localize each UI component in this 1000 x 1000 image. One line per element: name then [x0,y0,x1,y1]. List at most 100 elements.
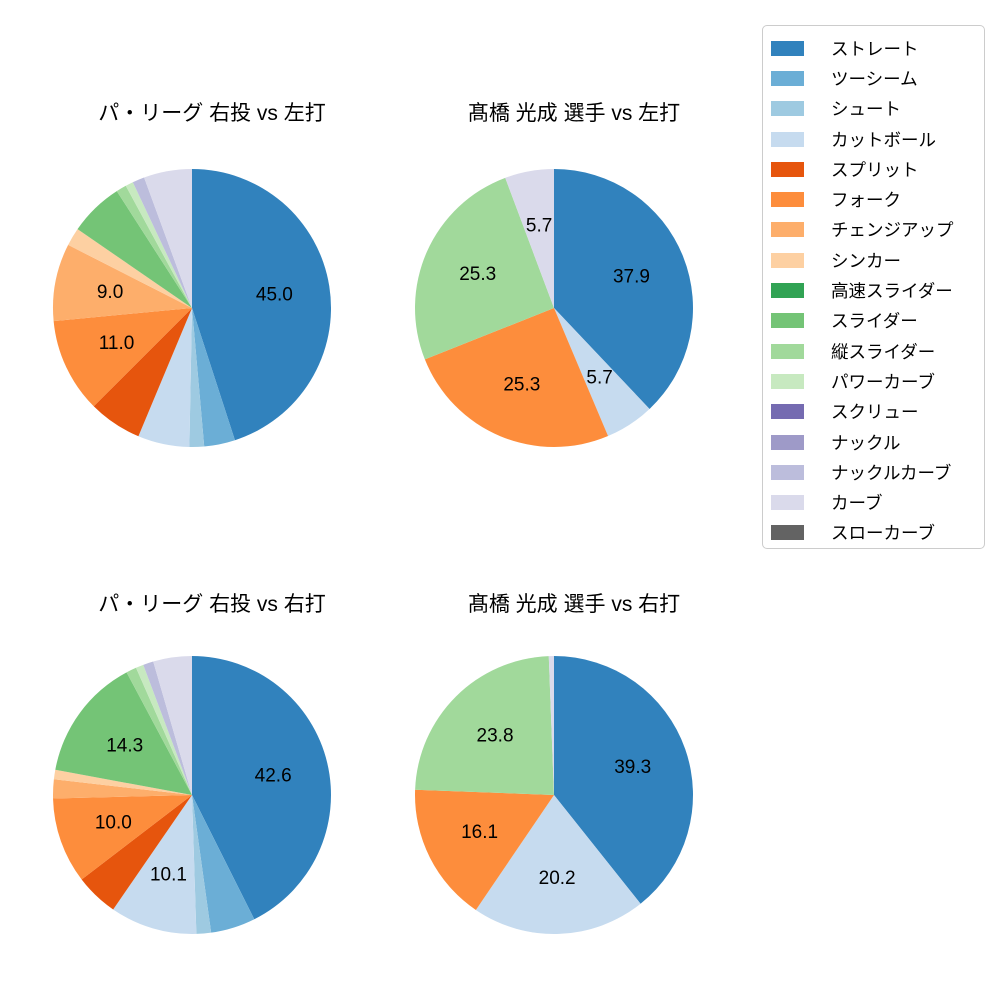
legend-swatch-icon [771,373,804,389]
legend-item-label: スクリュー [831,402,919,423]
legend-item-label: パワーカーブ [831,371,935,392]
legend-item: 縦スライダー [763,336,984,366]
pie-slice [53,769,192,795]
legend-swatch-icon [771,131,804,147]
legend-swatch-icon [771,283,804,299]
pie-slice [55,672,192,795]
pie-value-label: 10.0 [95,812,132,833]
legend-swatch-icon [771,70,804,86]
pie-slice [192,308,235,447]
legend-item: ストレート [763,33,984,63]
pie-slice [113,795,197,934]
pie-value-label: 14.3 [106,735,143,756]
legend-item: ナックルカーブ [763,457,984,487]
pie-chart-3: 42.6 10.1 10.0 14.3 [52,656,331,934]
legend-item-label: ツーシーム [831,68,918,89]
pie-value-label: 5.7 [526,215,552,236]
legend-swatch-icon [771,40,804,56]
legend-item-label: ストレート [831,38,919,59]
legend-item: カットボール [763,124,984,154]
legend-item-label: スローカーブ [831,523,935,544]
pie-slice [189,308,205,448]
legend-swatch-icon [771,434,804,450]
pie-slice [554,656,693,904]
pie-slice [192,169,332,441]
pie-slice [136,664,192,795]
legend-item-label: シンカー [831,250,901,271]
legend-item-label: ナックルカーブ [831,462,952,483]
pie-value-label: 25.3 [503,374,540,395]
legend-swatch-icon [771,222,804,238]
legend-swatch-icon [771,252,804,268]
legend-item: パワーカーブ [763,366,984,396]
legend-item: スクリュー [763,397,984,427]
legend: ストレートツーシームシュートカットボールスプリットフォークチェンジアップ シンカー… [762,25,985,549]
legend-item-label: チェンジアップ [831,220,954,241]
pie-slice [126,667,192,795]
pie-value-label: 23.8 [477,726,514,747]
legend-swatch-icon [771,101,804,117]
pie-value-label: 11.0 [99,333,135,354]
legend-item: ツーシーム [763,63,984,93]
legend-item: チェンジアップ [763,215,984,245]
pie-value-label: 10.1 [150,865,187,886]
pie-chart-1: 45.0 11.0 9.0 [53,169,332,448]
pie-slice [93,308,192,437]
pie-slice [424,308,609,447]
pie-slice [475,795,641,934]
pie-value-label: 42.6 [255,765,292,786]
legend-item: ナックル [763,427,984,457]
pie-slice [53,308,193,407]
pie-slice [153,656,192,795]
pie-slice [192,656,331,920]
legend-item-label: カットボール [831,129,936,150]
legend-item: スライダー [763,306,984,336]
pie-slice [415,789,554,910]
pie-slice [132,177,192,308]
pie-slice [554,308,650,437]
pie-slice [144,169,192,308]
legend-item: スローカーブ [763,518,984,548]
pie-title-player-vs-left: 髙橋 光成 選手 vs 左打 [467,102,681,125]
pie-value-label: 9.0 [97,282,123,303]
pie-value-label: 5.7 [586,367,612,388]
legend-swatch-icon [771,313,804,329]
legend-item: スプリット [763,154,984,184]
pie-value-label: 16.1 [461,822,498,843]
pie-slice [116,185,192,308]
pie-slice [53,795,192,880]
legend-item-label: スライダー [831,311,918,332]
legend-item: フォーク [763,184,984,214]
pie-title-league-vs-left: パ・リーグ 右投 vs 左打 [98,102,326,125]
pie-title-player-vs-right: 髙橋 光成 選手 vs 右打 [467,593,681,616]
legend-item: 高速スライダー [763,275,984,305]
pie-slice [554,169,693,409]
pie-chart-2: 37.9 5.7 25.3 25.3 5.7 [415,169,693,447]
pie-slice [138,308,192,447]
pie-slice [52,779,192,799]
pie-value-label: 20.2 [539,868,576,889]
legend-swatch-icon [771,161,804,177]
pie-value-label: 39.3 [614,757,651,778]
pie-slice [53,244,192,322]
legend-item: カーブ [763,487,984,517]
pie-slice [68,229,192,308]
pie-value-label: 37.9 [613,267,650,288]
pie-title-league-vs-right: パ・リーグ 右投 vs 右打 [98,593,326,616]
pie-slice [77,191,192,308]
legend-item-label: シュート [831,99,901,120]
pie-chart-4: 39.3 20.2 16.1 23.8 [415,656,693,934]
pie-slice [125,182,192,308]
legend-item-label: カーブ [831,493,883,514]
legend-item: シンカー [763,245,984,275]
legend-item-label: 縦スライダー [831,341,936,362]
pie-slice [81,795,192,910]
legend-item-label: ナックル [831,432,901,453]
pie-value-label: 45.0 [256,284,293,305]
legend-item: シュート [763,94,984,124]
pie-slice [415,177,554,360]
legend-item-label: フォーク [831,190,901,211]
legend-item-label: 高速スライダー [831,281,953,302]
